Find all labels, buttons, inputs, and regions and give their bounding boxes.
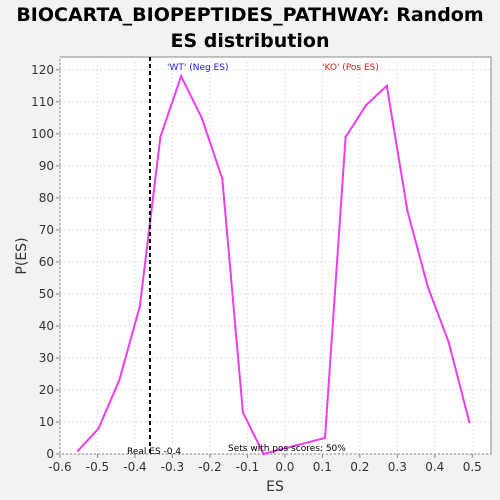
x-tick-label: -0.6 [48, 460, 71, 474]
y-tick-label: 100 [31, 127, 54, 141]
x-tick-label: -0.5 [86, 460, 109, 474]
y-tick-label: 70 [39, 223, 54, 237]
x-tick-labels: -0.6 -0.5 -0.4 -0.3 -0.2 -0.1 0.0 0.1 0.2 0.3 0.4 0… [48, 454, 482, 474]
y-tick-label: 20 [39, 383, 54, 397]
data-point [364, 103, 368, 107]
y-tick-label: 120 [31, 63, 54, 77]
data-point [447, 340, 450, 344]
series-points [76, 75, 471, 456]
chart-title-line-2: ES distribution [170, 30, 330, 52]
y-tick-label: 110 [31, 95, 54, 109]
x-tick-label: 0.0 [275, 460, 294, 474]
data-point [200, 116, 203, 120]
x-tick-label: 0.1 [313, 460, 332, 474]
data-point [426, 286, 430, 289]
x-tick-label: -0.3 [161, 460, 184, 474]
x-tick-label: 0.2 [350, 460, 369, 474]
y-tick-label: 30 [39, 351, 54, 365]
data-point [468, 420, 471, 424]
plot-area [59, 56, 492, 455]
data-point [138, 305, 142, 308]
series-line [77, 73, 471, 456]
data-point [241, 411, 245, 414]
data-point [385, 84, 389, 88]
y-tick-label: 10 [39, 415, 54, 429]
data-point [76, 449, 80, 452]
x-tick-label: 0.4 [425, 460, 444, 474]
data-point [344, 135, 347, 139]
data-point [221, 177, 224, 180]
data-point [323, 436, 327, 440]
x-tick-label: -0.4 [123, 460, 146, 474]
x-tick-label: 0.5 [463, 460, 482, 474]
real-es-label: Real ES -0.4 [127, 447, 181, 457]
chart-title: BIOCARTA_BIOPEPTIDES_PATHWAY: Random ES … [0, 2, 500, 54]
y-tick-labels: 0 10 20 30 40 50 60 70 80 90 100 110 120 [31, 63, 60, 461]
x-axis-title: ES [266, 479, 284, 495]
chart-title-line-1: BIOCARTA_BIOPEPTIDES_PATHWAY: Random [16, 4, 484, 26]
pos-es-annotation: 'KO' (Pos ES) [322, 63, 379, 73]
data-point [406, 209, 409, 212]
data-point [262, 452, 265, 456]
data-point [179, 75, 183, 78]
pos-scores-annotation: Sets with pos scores: 50% [228, 444, 346, 454]
x-tick-label: -0.2 [198, 460, 221, 474]
y-tick-label: 50 [39, 287, 54, 301]
y-tick-label: 80 [39, 191, 54, 205]
data-point [159, 135, 162, 139]
y-tick-label: 0 [46, 447, 54, 461]
data-point [118, 379, 121, 382]
y-tick-label: 90 [39, 159, 54, 173]
x-tick-label: -0.1 [236, 460, 259, 474]
y-tick-label: 60 [39, 255, 54, 269]
x-tick-label: 0.3 [388, 460, 407, 474]
neg-es-annotation: 'WT' (Neg ES) [167, 63, 228, 73]
y-axis-title: P(ES) [14, 237, 30, 274]
y-tick-label: 40 [39, 319, 54, 333]
data-point [97, 427, 100, 430]
